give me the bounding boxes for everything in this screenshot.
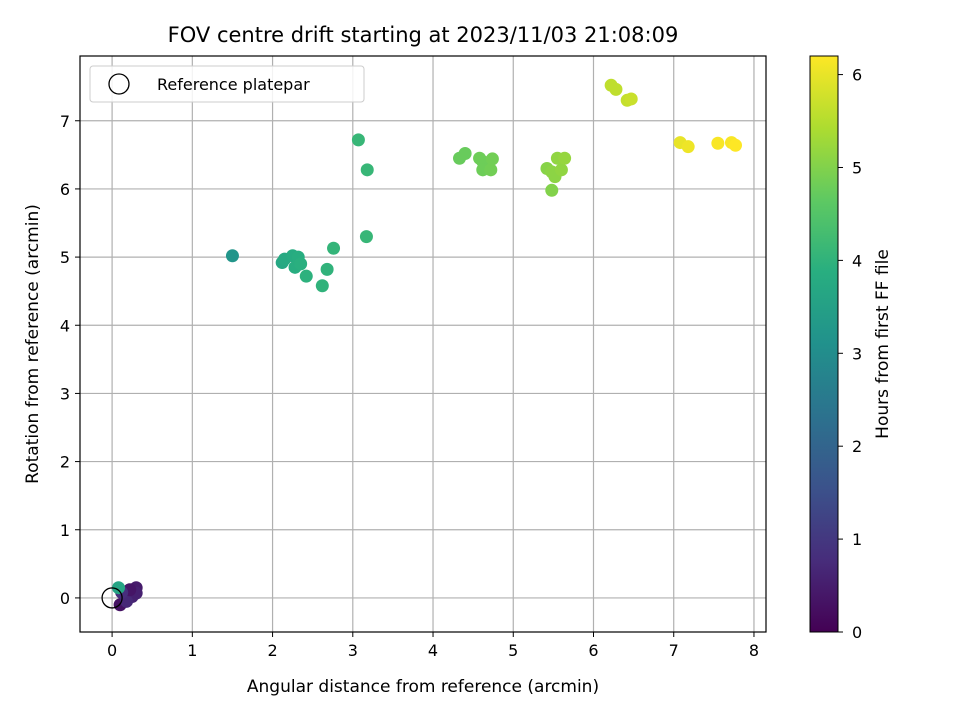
data-points — [112, 78, 743, 612]
y-tick-label: 6 — [60, 180, 70, 199]
colorbar-tick-label: 6 — [852, 66, 862, 85]
x-axis-label: Angular distance from reference (arcmin) — [247, 677, 599, 697]
data-point — [299, 269, 313, 283]
legend-box — [89, 65, 365, 103]
data-point — [458, 146, 472, 160]
y-tick-label: 1 — [60, 521, 70, 540]
data-point — [351, 133, 365, 147]
x-tick-label: 2 — [267, 641, 277, 660]
data-point — [327, 241, 341, 255]
colorbar-ticks: 0 1 2 3 4 5 6 — [838, 66, 862, 642]
colorbar-tick-label: 5 — [852, 158, 862, 177]
x-tick-label: 6 — [588, 641, 598, 660]
data-point — [294, 257, 308, 271]
colorbar-tick-label: 1 — [852, 530, 862, 549]
colorbar-tick-label: 3 — [852, 344, 862, 363]
data-point — [485, 152, 499, 166]
x-tick-label: 7 — [669, 641, 679, 660]
colorbar-tick-label: 0 — [852, 623, 862, 642]
plot-frame — [79, 55, 767, 633]
x-axis-ticks: 0 1 2 3 4 5 6 7 8 — [107, 632, 759, 660]
data-point — [225, 249, 239, 263]
data-point — [320, 262, 334, 276]
data-point — [112, 581, 126, 595]
data-point — [554, 163, 568, 177]
data-point — [558, 151, 572, 165]
x-tick-label: 8 — [749, 641, 759, 660]
colorbar-tick-label: 4 — [852, 251, 862, 270]
y-tick-label: 5 — [60, 248, 70, 267]
reference-marker — [101, 587, 123, 609]
data-point — [484, 163, 498, 177]
y-tick-label: 0 — [60, 589, 70, 608]
data-point — [729, 138, 743, 152]
data-point — [315, 279, 329, 293]
chart-title: FOV centre drift starting at 2023/11/03 … — [168, 23, 679, 47]
legend: Reference platepar — [89, 65, 365, 103]
data-point — [360, 163, 374, 177]
data-point — [359, 230, 373, 244]
colorbar-gradient — [809, 55, 839, 633]
x-tick-label: 1 — [187, 641, 197, 660]
colorbar-label: Hours from first FF file — [873, 249, 893, 439]
data-point — [609, 82, 623, 96]
data-point — [711, 136, 725, 150]
y-tick-label: 3 — [60, 384, 70, 403]
x-tick-label: 0 — [107, 641, 117, 660]
y-tick-label: 7 — [60, 112, 70, 131]
data-point — [545, 183, 559, 197]
data-point — [624, 92, 638, 106]
grid-lines — [80, 56, 766, 632]
data-point — [681, 140, 695, 154]
y-tick-label: 2 — [60, 453, 70, 472]
y-axis-label: Rotation from reference (arcmin) — [23, 204, 43, 484]
x-tick-label: 5 — [508, 641, 518, 660]
x-tick-label: 4 — [428, 641, 438, 660]
y-axis-ticks: 0 1 2 3 4 5 6 7 — [60, 112, 80, 608]
legend-marker — [108, 73, 130, 95]
y-tick-label: 4 — [60, 316, 70, 335]
legend-entry: Reference platepar — [157, 75, 310, 94]
x-tick-label: 3 — [348, 641, 358, 660]
colorbar: 0 1 2 3 4 5 6 Hours from first FF file — [809, 55, 893, 642]
colorbar-tick-label: 2 — [852, 437, 862, 456]
